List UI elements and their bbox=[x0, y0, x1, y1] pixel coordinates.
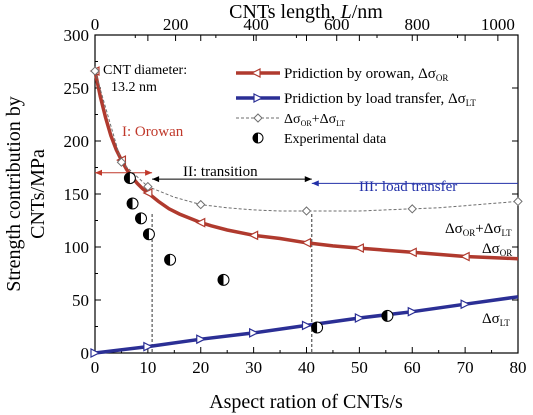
svg-text:ΔσOR+ΔσLT: ΔσOR+ΔσLT bbox=[284, 112, 345, 128]
region-orowan-label: I: Orowan bbox=[122, 124, 184, 140]
x-tick-label: 80 bbox=[510, 358, 527, 377]
legend: Pridiction by orowan, ΔσOR Pridiction by… bbox=[236, 66, 476, 147]
x-tick-label: 0 bbox=[91, 358, 100, 377]
load-curve-label: ΔσLT bbox=[482, 311, 510, 328]
top-tick-label: 800 bbox=[405, 15, 431, 34]
x-tick-label: 40 bbox=[298, 358, 315, 377]
experimental-point bbox=[123, 172, 136, 185]
x-tick-label: 50 bbox=[351, 358, 368, 377]
marker-sum bbox=[116, 157, 127, 167]
y-axis-title-line1: Strength contribution by bbox=[3, 96, 25, 292]
legend-entry-load: Pridiction by load transfer, ΔσLT bbox=[236, 91, 476, 108]
y-tick-label: 250 bbox=[64, 79, 90, 98]
x-tick-label: 60 bbox=[404, 358, 421, 377]
y-axis-title-line2: CNTs/MPa bbox=[27, 149, 49, 239]
experimental-point-fill bbox=[164, 254, 171, 266]
marker-orowan bbox=[406, 247, 417, 258]
experimental-point bbox=[142, 228, 155, 241]
marker-load bbox=[460, 299, 471, 310]
region-transition-label: II: transition bbox=[183, 164, 258, 180]
experimental-point-fill bbox=[381, 310, 388, 322]
marker-sum bbox=[196, 199, 206, 210]
experimental-point-fill bbox=[135, 212, 142, 224]
legend-entry-experimental: Experimental data bbox=[252, 132, 387, 147]
marker-sum bbox=[301, 206, 312, 216]
y-tick-label: 0 bbox=[81, 344, 90, 363]
marker-load bbox=[196, 334, 207, 345]
region-transition-arrow-head-left bbox=[152, 176, 160, 183]
x-tick-label: 30 bbox=[245, 358, 262, 377]
marker-orowan bbox=[195, 217, 206, 228]
svg-text:Pridiction by load transfer, Δ: Pridiction by load transfer, ΔσLT bbox=[284, 91, 476, 108]
experimental-point-fill bbox=[143, 228, 149, 240]
diameter-annotation: CNT diameter: bbox=[103, 63, 187, 78]
marker-orowan bbox=[301, 237, 312, 248]
marker-sum bbox=[90, 66, 100, 76]
marker-load bbox=[407, 306, 418, 317]
top-tick-label: 0 bbox=[91, 15, 100, 34]
top-tick-label: 600 bbox=[324, 15, 350, 34]
marker-load bbox=[354, 313, 365, 323]
experimental-point-fill bbox=[127, 198, 133, 210]
series-markers bbox=[89, 66, 523, 358]
y-tick-label: 50 bbox=[72, 291, 89, 310]
experimental-point-fill bbox=[124, 172, 130, 184]
region-transition-arrow-head-right bbox=[304, 176, 312, 183]
x-tick-label: 20 bbox=[192, 358, 209, 377]
svg-text:Pridiction by orowan, ΔσOR: Pridiction by orowan, ΔσOR bbox=[284, 66, 448, 83]
marker-sum bbox=[407, 204, 417, 214]
region-orowan-arrow-head-right bbox=[145, 169, 153, 176]
region-load-label: III: load transfer bbox=[359, 179, 457, 195]
experimental-point bbox=[164, 253, 177, 266]
experimental-point bbox=[126, 197, 139, 210]
top-tick-label: 400 bbox=[243, 15, 269, 34]
sum-curve-label: ΔσOR+ΔσLT bbox=[445, 221, 512, 238]
marker-load bbox=[249, 327, 259, 338]
marker-load bbox=[143, 341, 154, 352]
top-tick-label: 200 bbox=[163, 15, 189, 34]
marker-sum bbox=[143, 181, 153, 192]
experimental-points bbox=[123, 172, 394, 334]
experimental-point-fill bbox=[217, 274, 224, 286]
x-axis-title: Aspect ration of CNTs/s bbox=[209, 391, 403, 413]
diameter-value: 13.2 nm bbox=[111, 80, 157, 95]
legend-entry-orowan: Pridiction by orowan, ΔσOR bbox=[236, 66, 448, 83]
y-tick-label: 200 bbox=[64, 132, 90, 151]
marker-load bbox=[90, 348, 101, 358]
marker-orowan bbox=[459, 251, 470, 262]
series-line-orowan bbox=[93, 70, 519, 261]
experimental-point bbox=[311, 321, 324, 334]
experimental-point bbox=[381, 309, 394, 322]
y-tick-label: 150 bbox=[64, 185, 90, 204]
x-tick-label: 70 bbox=[457, 358, 474, 377]
y-tick-label: 100 bbox=[64, 238, 90, 257]
marker-orowan bbox=[248, 230, 259, 241]
experimental-point-fill bbox=[311, 322, 318, 334]
orowan-curve-label: ΔσOR bbox=[482, 241, 512, 258]
experimental-point bbox=[135, 212, 148, 225]
experimental-point bbox=[217, 273, 230, 286]
svg-text:Experimental data: Experimental data bbox=[284, 132, 387, 147]
region-orowan-arrow-head-left bbox=[95, 169, 102, 176]
x-tick-label: 10 bbox=[139, 358, 156, 377]
marker-orowan bbox=[354, 243, 364, 254]
y-tick-label: 300 bbox=[64, 26, 90, 45]
top-axis-title: CNTs length, L/nm bbox=[229, 1, 383, 23]
top-tick-label: 1000 bbox=[481, 15, 515, 34]
legend-entry-sum: ΔσOR+ΔσLT bbox=[236, 112, 345, 128]
region-load-arrow-head-left bbox=[311, 180, 319, 187]
marker-sum bbox=[513, 196, 523, 207]
marker-load bbox=[301, 320, 312, 331]
